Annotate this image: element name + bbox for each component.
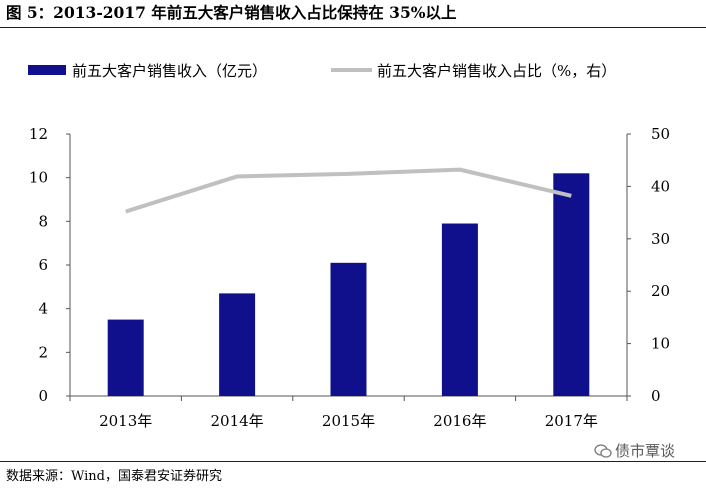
figure-title: 图 5：2013-2017 年前五大客户销售收入占比保持在 35%以上 <box>6 3 457 22</box>
watermark-text: 债市覃谈 <box>615 442 676 460</box>
bar <box>107 319 144 396</box>
y-right-tick-label: 50 <box>651 125 670 143</box>
axes: 0 2 4 6 8 10 12 0 10 20 30 40 50 2013年 2014年 2015年 2016年… <box>29 125 670 430</box>
legend-bar-swatch <box>28 65 66 75</box>
y-right-tick-label: 40 <box>651 177 670 195</box>
y-left-tick-label: 12 <box>29 125 48 143</box>
title-divider <box>0 27 706 28</box>
x-tick-label: 2014年 <box>211 412 264 430</box>
watermark: 债市覃谈 <box>594 440 675 461</box>
bar <box>219 293 256 396</box>
x-tick-label: 2016年 <box>433 412 486 430</box>
y-left-tick-label: 10 <box>29 169 48 187</box>
y-left-tick-label: 0 <box>38 387 48 405</box>
y-right-tick-label: 0 <box>651 387 661 405</box>
y-left-tick-label: 2 <box>38 343 48 361</box>
wechat-icon <box>594 443 612 458</box>
legend: 前五大客户销售收入（亿元） 前五大客户销售收入占比（%，右） <box>28 62 616 80</box>
share-line <box>125 167 572 214</box>
x-tick-label: 2017年 <box>545 412 598 430</box>
y-left-tick-label: 4 <box>38 300 48 318</box>
x-tick-label: 2013年 <box>99 412 152 430</box>
y-right-tick-label: 10 <box>651 335 670 353</box>
source-note: 数据来源：Wind，国泰君安证券研究 <box>6 469 222 484</box>
line-series <box>125 167 572 214</box>
bar <box>441 223 478 396</box>
y-right-tick-label: 30 <box>651 230 670 248</box>
bar-series <box>107 173 590 396</box>
y-right-tick-label: 20 <box>651 282 670 300</box>
source-divider <box>0 461 706 462</box>
legend-bar-label: 前五大客户销售收入（亿元） <box>72 62 267 80</box>
y-left-tick-label: 8 <box>38 212 48 230</box>
bar <box>330 262 367 396</box>
y-left-tick-label: 6 <box>38 256 48 274</box>
bar <box>553 173 590 396</box>
x-tick-label: 2015年 <box>322 412 375 430</box>
legend-line-label: 前五大客户销售收入占比（%，右） <box>377 62 616 80</box>
